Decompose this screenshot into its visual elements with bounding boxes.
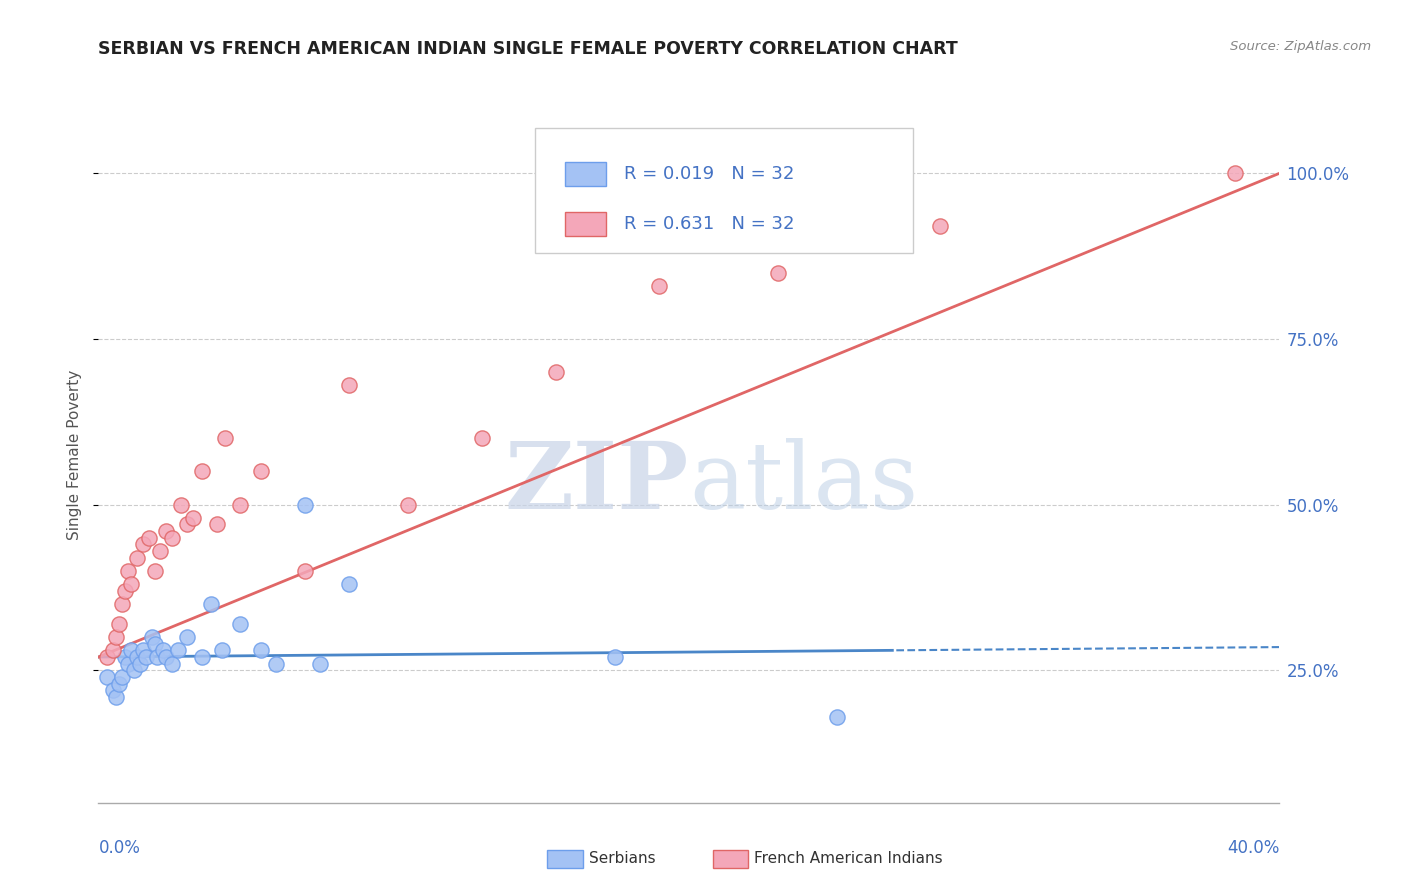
Point xyxy=(339,577,360,591)
Point xyxy=(117,657,139,671)
Text: Source: ZipAtlas.com: Source: ZipAtlas.com xyxy=(1230,40,1371,54)
Point xyxy=(108,676,131,690)
Point xyxy=(339,378,360,392)
Point xyxy=(122,663,145,677)
Point xyxy=(138,531,160,545)
Point xyxy=(96,670,118,684)
Point xyxy=(146,650,169,665)
Point xyxy=(114,650,136,665)
Point xyxy=(229,616,252,631)
Point xyxy=(1223,166,1246,180)
Point xyxy=(191,650,214,665)
Point xyxy=(605,650,627,665)
Point xyxy=(250,643,273,657)
Point xyxy=(181,511,204,525)
Point xyxy=(294,498,316,512)
Point xyxy=(149,544,172,558)
Text: Serbians: Serbians xyxy=(589,851,655,866)
Point xyxy=(125,650,148,665)
Point xyxy=(155,524,177,538)
Bar xyxy=(547,850,582,868)
Point xyxy=(96,650,118,665)
Point xyxy=(111,670,134,684)
Point xyxy=(211,643,233,657)
Point xyxy=(103,643,125,657)
Point xyxy=(105,630,128,644)
Point xyxy=(214,431,236,445)
Point xyxy=(167,643,190,657)
Point xyxy=(125,550,148,565)
Bar xyxy=(565,161,606,186)
Point xyxy=(191,465,214,479)
Point xyxy=(141,630,163,644)
Point xyxy=(105,690,128,704)
Point xyxy=(170,498,193,512)
Point xyxy=(132,643,155,657)
Point xyxy=(546,365,568,379)
Point xyxy=(825,709,848,723)
Point xyxy=(152,643,174,657)
Point xyxy=(108,616,131,631)
Point xyxy=(132,537,155,551)
Point xyxy=(155,650,177,665)
Text: R = 0.019   N = 32: R = 0.019 N = 32 xyxy=(624,165,794,183)
Text: French American Indians: French American Indians xyxy=(754,851,942,866)
Point xyxy=(928,219,950,234)
Point xyxy=(120,577,142,591)
Bar xyxy=(565,211,606,236)
Point xyxy=(205,517,228,532)
Point xyxy=(264,657,287,671)
Bar xyxy=(713,850,748,868)
Text: atlas: atlas xyxy=(689,438,918,528)
Point xyxy=(143,637,166,651)
Point xyxy=(250,465,273,479)
Point xyxy=(294,564,316,578)
Point xyxy=(176,630,198,644)
FancyBboxPatch shape xyxy=(536,128,914,253)
Text: SERBIAN VS FRENCH AMERICAN INDIAN SINGLE FEMALE POVERTY CORRELATION CHART: SERBIAN VS FRENCH AMERICAN INDIAN SINGLE… xyxy=(98,40,957,58)
Point xyxy=(648,279,671,293)
Y-axis label: Single Female Poverty: Single Female Poverty xyxy=(67,370,83,540)
Point xyxy=(471,431,494,445)
Point xyxy=(162,657,183,671)
Point xyxy=(117,564,139,578)
Point xyxy=(176,517,198,532)
Point xyxy=(396,498,419,512)
Point xyxy=(766,266,789,280)
Point xyxy=(200,597,222,611)
Point xyxy=(309,657,332,671)
Point xyxy=(111,597,134,611)
Text: 40.0%: 40.0% xyxy=(1227,839,1279,857)
Point xyxy=(103,683,125,698)
Text: 0.0%: 0.0% xyxy=(98,839,141,857)
Text: R = 0.631   N = 32: R = 0.631 N = 32 xyxy=(624,215,794,233)
Point xyxy=(128,657,150,671)
Point xyxy=(114,583,136,598)
Text: ZIP: ZIP xyxy=(505,438,689,528)
Point xyxy=(229,498,252,512)
Point xyxy=(120,643,142,657)
Point xyxy=(162,531,183,545)
Point xyxy=(135,650,157,665)
Point xyxy=(143,564,166,578)
